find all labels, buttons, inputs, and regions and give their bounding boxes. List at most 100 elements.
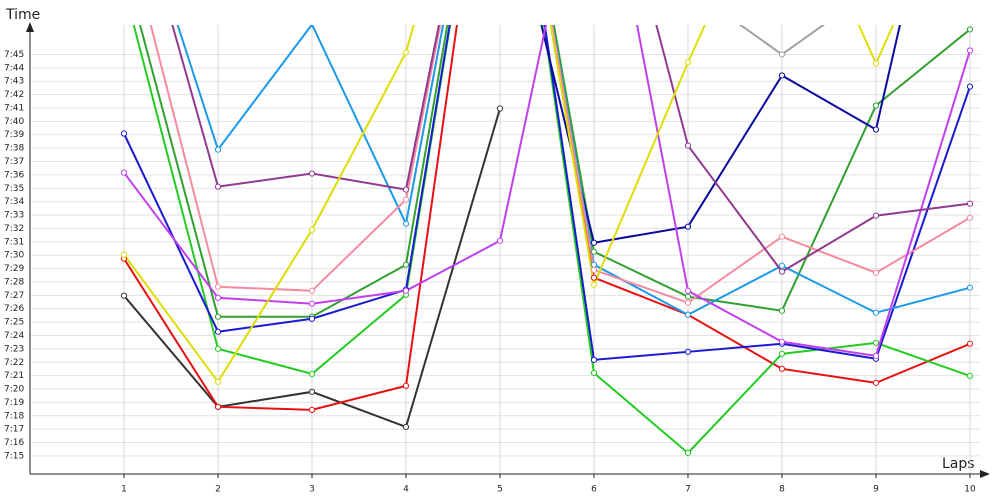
y-tick-label: 7:36 — [4, 170, 24, 180]
point — [590, 356, 598, 363]
point — [402, 196, 410, 203]
point — [496, 105, 504, 112]
point — [402, 186, 410, 193]
point — [966, 83, 974, 90]
point — [872, 269, 880, 276]
series-line — [123, 25, 895, 384]
point — [590, 369, 598, 377]
point — [684, 293, 692, 300]
point — [120, 251, 128, 258]
series-line — [123, 25, 971, 411]
y-tick-label: 7:23 — [4, 344, 24, 354]
y-tick-label: 7:39 — [4, 130, 24, 140]
point — [402, 287, 410, 294]
point — [684, 59, 692, 66]
x-tick-label: 9 — [873, 485, 879, 495]
point — [214, 313, 222, 320]
x-tick-label: 1 — [121, 485, 127, 495]
y-tick-label: 7:45 — [4, 50, 24, 60]
point — [214, 294, 222, 301]
point — [778, 268, 786, 275]
point — [966, 47, 974, 54]
y-tick-label: 7:41 — [4, 103, 24, 113]
y-tick-label: 7:31 — [4, 237, 24, 247]
y-tick-label: 7:42 — [4, 90, 24, 100]
point — [402, 49, 410, 56]
series-line — [171, 25, 971, 273]
point — [308, 300, 316, 307]
x-arrow — [980, 470, 990, 478]
point — [966, 200, 974, 207]
y-tick-label: 7:43 — [4, 77, 24, 87]
point — [590, 281, 598, 288]
point — [872, 60, 880, 67]
y-tick-label: 7:22 — [4, 358, 24, 368]
point — [872, 212, 880, 219]
y-axis-title: Time — [5, 7, 40, 23]
point — [120, 292, 128, 299]
point — [214, 146, 222, 153]
point — [214, 283, 222, 290]
series-line — [176, 25, 971, 316]
point — [120, 130, 128, 137]
point — [402, 220, 410, 227]
point — [966, 340, 974, 347]
point — [308, 170, 316, 177]
y-tick-label: 7:40 — [4, 117, 24, 127]
point — [496, 237, 504, 244]
x-tick-label: 8 — [779, 485, 785, 495]
y-tick-label: 7:20 — [4, 385, 24, 395]
point — [966, 26, 974, 33]
point — [308, 388, 316, 395]
y-tick-label: 7:15 — [4, 451, 24, 461]
x-tick-label: 7 — [685, 485, 691, 495]
y-tick-label: 7:25 — [4, 318, 24, 328]
point — [308, 226, 316, 233]
point — [684, 142, 692, 149]
y-tick-label: 7:44 — [4, 63, 24, 73]
point — [684, 348, 692, 355]
point — [872, 352, 880, 359]
point — [778, 262, 786, 269]
point — [684, 449, 692, 457]
point — [872, 102, 880, 109]
x-axis-title: Laps — [942, 456, 975, 472]
point — [590, 266, 598, 274]
point — [214, 328, 222, 335]
y-tick-label: 7:38 — [4, 144, 24, 154]
point — [872, 339, 880, 346]
point — [120, 169, 128, 176]
point — [778, 350, 786, 357]
series-line — [149, 25, 971, 304]
point — [684, 311, 692, 318]
point — [308, 287, 316, 294]
y-tick-label: 7:33 — [4, 211, 24, 221]
series-line — [139, 25, 971, 318]
y-tick-label: 7:30 — [4, 251, 24, 261]
y-tick-label: 7:29 — [4, 264, 24, 274]
point — [966, 372, 974, 380]
y-tick-label: 7:17 — [4, 425, 24, 435]
series-line — [123, 25, 971, 357]
point — [872, 309, 880, 316]
point — [402, 423, 410, 430]
point — [214, 378, 222, 385]
y-tick-label: 7:24 — [4, 331, 24, 341]
point — [402, 261, 410, 268]
y-tick-label: 7:27 — [4, 291, 24, 301]
y-tick-label: 7:18 — [4, 411, 24, 421]
point — [590, 274, 598, 281]
point — [966, 214, 974, 221]
y-tick-label: 7:21 — [4, 371, 24, 381]
point — [778, 233, 786, 240]
x-tick-label: 4 — [403, 485, 409, 495]
point — [778, 72, 786, 79]
point — [214, 403, 222, 410]
point — [778, 365, 786, 372]
point — [308, 370, 316, 377]
y-arrow — [26, 22, 34, 32]
x-tick-label: 5 — [497, 485, 503, 495]
point — [590, 248, 598, 255]
grid — [30, 25, 980, 474]
